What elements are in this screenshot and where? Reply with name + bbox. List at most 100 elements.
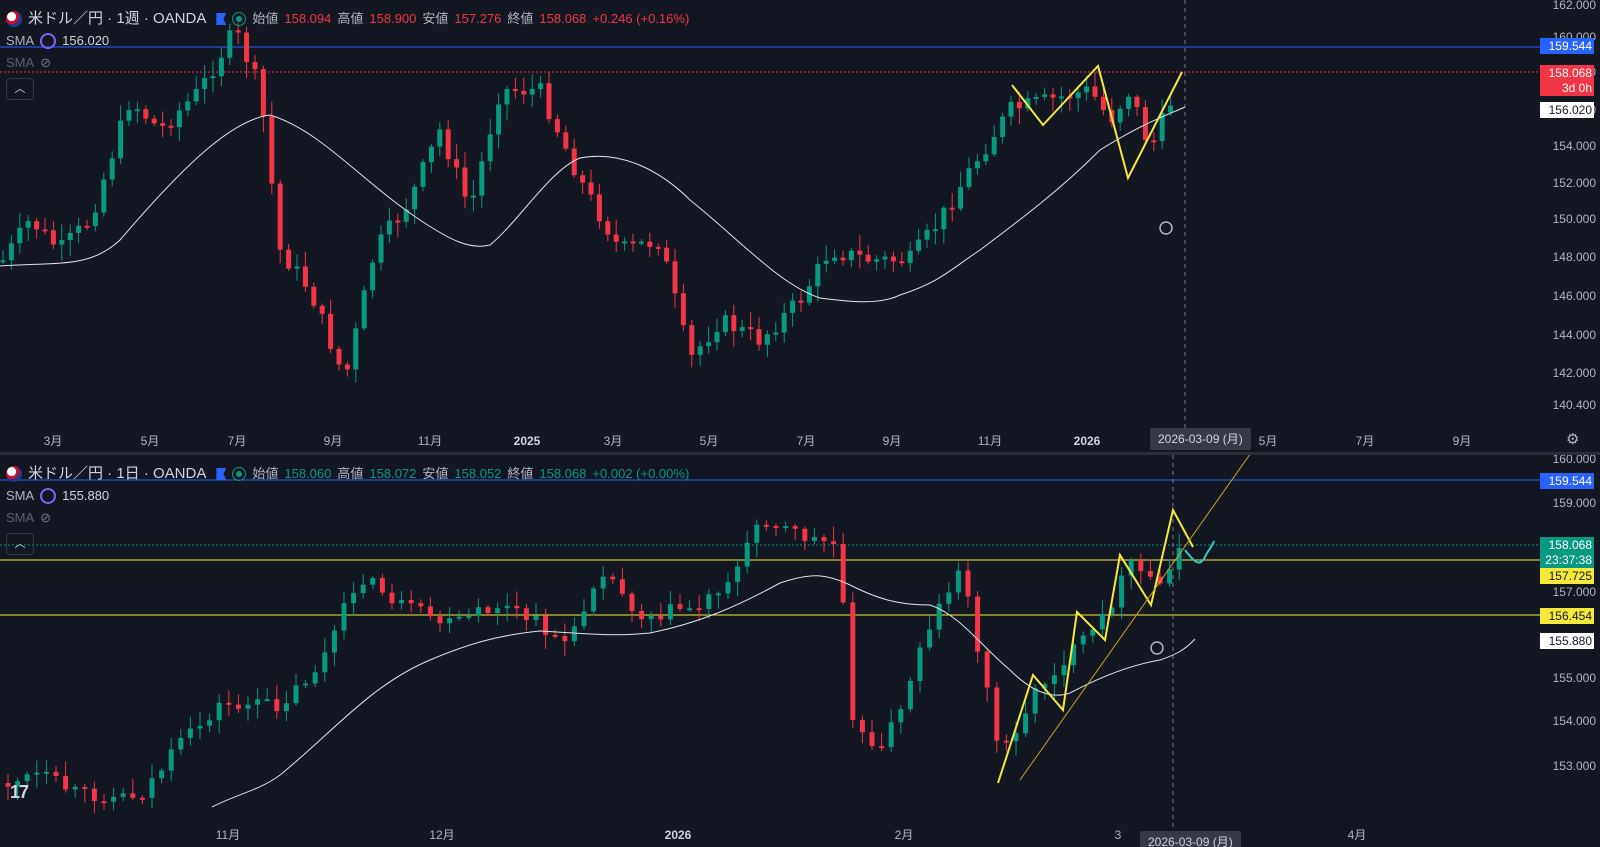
- candle-body: [252, 62, 258, 70]
- sma-hidden-row[interactable]: SMA ⊘: [6, 52, 689, 74]
- price-axis-label: 152.000: [1553, 176, 1597, 190]
- price-axis-label: 155.000: [1553, 671, 1597, 685]
- time-axis-label: 7月: [1356, 434, 1375, 448]
- candle-body: [8, 243, 14, 261]
- close-label: 終値: [507, 11, 534, 26]
- candle-body: [514, 605, 520, 609]
- candle-body: [302, 266, 308, 287]
- sma-hidden-row[interactable]: SMA ⊘: [6, 507, 689, 529]
- candle-body: [353, 328, 359, 370]
- candle-body: [202, 77, 208, 90]
- candle-body: [672, 261, 678, 294]
- countdown-tag: 3d 0h: [1540, 80, 1594, 96]
- collapse-legend-button[interactable]: ︿: [6, 533, 34, 555]
- candle-body: [754, 524, 760, 543]
- candle-body: [260, 69, 266, 117]
- time-axis-label: 2026: [1074, 434, 1101, 448]
- candle-body: [312, 672, 318, 684]
- candle-body: [932, 229, 938, 232]
- candle-body: [437, 129, 443, 147]
- hidden-eye-icon[interactable]: ⊘: [40, 55, 52, 70]
- sma-label: SMA: [6, 55, 35, 70]
- candle-body: [1058, 96, 1064, 99]
- candle-body: [552, 634, 558, 637]
- weekly-symbol-row[interactable]: 米ドル／円 · 1週 · OANDA 始値 158.094 高値 158.900 安…: [6, 8, 689, 30]
- candle-body: [1061, 665, 1067, 676]
- sma-indicator-row[interactable]: SMA 155.880: [6, 485, 689, 507]
- candle-body: [781, 312, 787, 333]
- candle-body: [619, 579, 625, 594]
- candle-body: [538, 83, 544, 89]
- price-axis-label: 157.000: [1553, 585, 1597, 599]
- candle-body: [1100, 96, 1106, 111]
- candle-body: [879, 746, 885, 749]
- weekly-chart-pane[interactable]: 162.000160.000158.000156.000154.000152.0…: [0, 0, 1600, 453]
- candle-body: [790, 300, 796, 313]
- tradingview-logo[interactable]: 17: [10, 782, 29, 802]
- candle-body: [907, 681, 913, 710]
- candle-body: [958, 186, 964, 209]
- candle-body: [664, 247, 670, 262]
- candle-body: [1023, 713, 1029, 734]
- candle-body: [512, 88, 518, 91]
- time-axis-label: 5月: [141, 434, 160, 448]
- candle-body: [529, 88, 535, 95]
- candle-body: [389, 592, 395, 604]
- candle-body: [130, 793, 136, 798]
- candle-body: [832, 257, 838, 261]
- candle-body: [680, 293, 686, 326]
- flag-marker-icon[interactable]: [216, 13, 227, 25]
- candle-body: [475, 607, 481, 616]
- sma-line: [211, 575, 1196, 808]
- daily-chart-pane[interactable]: 160.000 159.000 157.000 155.000 154.000 153.0…: [0, 455, 1600, 847]
- candle-body: [715, 593, 721, 596]
- candle-body: [255, 699, 261, 705]
- yellow-line-price-tag-2: 156.454: [1540, 608, 1594, 624]
- candle-body: [274, 699, 280, 712]
- daily-symbol-title[interactable]: 米ドル／円 · 1日 · OANDA: [28, 465, 207, 482]
- candle-body: [792, 526, 798, 529]
- candle-body: [5, 783, 11, 787]
- candle-body: [0, 260, 6, 263]
- flag-marker-icon[interactable]: [216, 468, 227, 480]
- candle-body: [588, 182, 594, 195]
- daily-chart-canvas[interactable]: 160.000 159.000 157.000 155.000 154.000 153.0…: [0, 455, 1600, 847]
- candle-body: [25, 221, 31, 228]
- weekly-legend: 米ドル／円 · 1週 · OANDA 始値 158.094 高値 158.900 安…: [6, 8, 689, 100]
- candle-body: [1080, 635, 1086, 645]
- open-value: 158.060: [284, 466, 332, 481]
- candle-body: [15, 781, 21, 787]
- candle-body: [139, 797, 145, 800]
- candle-body: [395, 220, 401, 223]
- hidden-eye-icon[interactable]: ⊘: [40, 510, 52, 525]
- high-label: 高値: [337, 11, 364, 26]
- settings-gear-icon[interactable]: ⚙: [1566, 431, 1580, 448]
- candle-body: [1090, 629, 1096, 636]
- candle-body: [1050, 94, 1056, 98]
- candle-body: [59, 240, 65, 245]
- candle-body: [331, 630, 337, 653]
- price-axis-label: 153.000: [1553, 759, 1597, 773]
- candle-body: [72, 786, 78, 790]
- candle-body: [118, 120, 124, 159]
- daily-legend: 米ドル／円 · 1日 · OANDA 始値 158.060 高値 158.072 安…: [6, 463, 689, 555]
- price-axis-label: 154.000: [1553, 714, 1597, 728]
- collapse-legend-button[interactable]: ︿: [6, 78, 34, 100]
- candle-body: [76, 225, 82, 233]
- daily-symbol-row[interactable]: 米ドル／円 · 1日 · OANDA 始値 158.060 高値 158.072 安…: [6, 463, 689, 485]
- pane-divider[interactable]: [0, 452, 1600, 455]
- candle-body: [336, 348, 342, 365]
- candle-body: [966, 168, 972, 187]
- sma-indicator-row[interactable]: SMA 156.020: [6, 30, 689, 52]
- candle-body: [328, 313, 334, 349]
- sma-value: 155.880: [62, 488, 110, 503]
- candle-body: [370, 262, 376, 291]
- candle-body: [697, 346, 703, 355]
- candle-body: [850, 602, 856, 720]
- weekly-symbol-title[interactable]: 米ドル／円 · 1週 · OANDA: [28, 10, 207, 27]
- candle-body: [815, 263, 821, 287]
- candle-body: [821, 537, 827, 542]
- candle-body: [43, 771, 49, 774]
- candle-body: [1167, 569, 1173, 584]
- price-axis-label: 160.000: [1553, 455, 1597, 466]
